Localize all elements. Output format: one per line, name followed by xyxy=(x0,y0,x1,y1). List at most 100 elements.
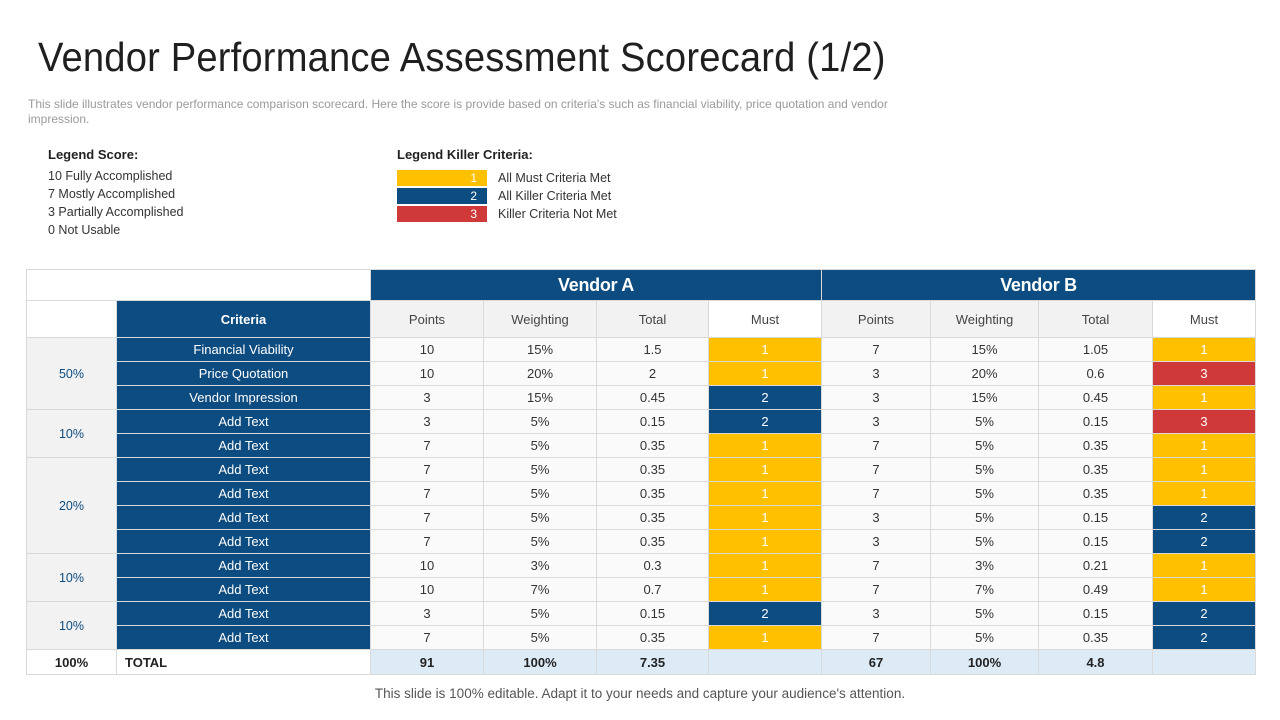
vendor-b-weighting: 5% xyxy=(930,457,1039,482)
table-row: Add Text 7 5% 0.35 1 3 5% 0.15 2 xyxy=(27,529,1256,554)
vendor-b-weighting: 5% xyxy=(930,601,1039,626)
criteria-cell: Add Text xyxy=(116,409,371,434)
vendor-b-must: 1 xyxy=(1152,385,1256,410)
vendor-a-must: 2 xyxy=(708,385,822,410)
vendor-b-weighting: 15% xyxy=(930,337,1039,362)
vendor-b-total: 0.35 xyxy=(1038,457,1153,482)
legend-score-item: 7 Mostly Accomplished xyxy=(48,187,176,201)
total-row: 100% TOTAL 91 100% 7.35 67 100% 4.8 xyxy=(26,649,1256,675)
legend-swatch-not-met: 3 xyxy=(397,206,487,222)
vendor-b-points: 3 xyxy=(821,529,931,554)
criteria-cell: Vendor Impression xyxy=(116,385,371,410)
legend-killer-label: All Must Criteria Met xyxy=(498,171,611,185)
criteria-cell: Add Text xyxy=(116,577,371,602)
legend-killer-row: 2 All Killer Criteria Met xyxy=(397,187,617,205)
vendor-b-total: 0.35 xyxy=(1038,481,1153,506)
vendor-a-weighting: 5% xyxy=(483,457,597,482)
table-row: Add Text 7 5% 0.35 1 3 5% 0.15 2 xyxy=(27,505,1256,530)
table-row: Add Text 7 5% 0.35 1 7 5% 0.35 1 xyxy=(27,481,1256,506)
table-row: 10% Add Text 3 5% 0.15 2 3 5% 0.15 3 xyxy=(26,409,1256,458)
vendor-a-must: 1 xyxy=(708,457,822,482)
vendor-a-points: 7 xyxy=(370,625,484,650)
vendor-b-weighting: 5% xyxy=(930,481,1039,506)
vendor-b-weighting: 20% xyxy=(930,361,1039,386)
vendor-a-points: 3 xyxy=(370,601,484,626)
scorecard-table: Vendor A Vendor B Criteria Points Weight… xyxy=(26,269,1256,675)
page-title: Vendor Performance Assessment Scorecard … xyxy=(38,34,886,80)
vendor-a-points: 3 xyxy=(370,409,484,434)
vendor-a-total-score: 7.35 xyxy=(596,649,709,675)
col-header-weighting: Weighting xyxy=(930,300,1039,338)
vendor-b-points: 7 xyxy=(821,553,931,578)
weight-group-cell: 50% xyxy=(26,337,117,410)
table-row: Add Text 7 5% 0.35 1 7 5% 0.35 2 xyxy=(27,625,1256,650)
vendor-b-total: 0.45 xyxy=(1038,385,1153,410)
vendor-b-total: 0.21 xyxy=(1038,553,1153,578)
criteria-cell: Add Text xyxy=(116,529,371,554)
vendor-a-weighting: 5% xyxy=(483,601,597,626)
vendor-b-total: 0.35 xyxy=(1038,433,1153,458)
vendor-b-total: 1.05 xyxy=(1038,337,1153,362)
vendor-a-must: 1 xyxy=(708,553,822,578)
vendor-b-must: 1 xyxy=(1152,481,1256,506)
vendor-a-must: 1 xyxy=(708,577,822,602)
legend-killer-label: Killer Criteria Not Met xyxy=(498,207,617,221)
blank-header xyxy=(26,300,117,338)
vendor-a-points: 7 xyxy=(370,457,484,482)
table-row: 10% Add Text 3 5% 0.15 2 3 5% 0.15 2 xyxy=(26,601,1256,650)
page-subtitle: This slide illustrates vendor performanc… xyxy=(28,97,888,126)
vendor-a-points: 7 xyxy=(370,529,484,554)
vendor-a-total: 0.35 xyxy=(596,481,709,506)
vendor-a-points: 7 xyxy=(370,505,484,530)
vendor-b-points: 7 xyxy=(821,457,931,482)
vendor-b-points: 7 xyxy=(821,481,931,506)
vendor-a-weighting: 15% xyxy=(483,385,597,410)
vendor-a-must: 1 xyxy=(708,481,822,506)
vendor-b-points: 3 xyxy=(821,505,931,530)
vendor-a-weighting: 5% xyxy=(483,481,597,506)
legend-killer-heading: Legend Killer Criteria: xyxy=(397,147,533,162)
scorecard-body: 50% Financial Viability 10 15% 1.5 1 7 15% 1.05 1… xyxy=(26,337,1256,675)
legend-killer-row: 1 All Must Criteria Met xyxy=(397,169,617,187)
vendor-a-must: 1 xyxy=(708,625,822,650)
vendor-b-points: 3 xyxy=(821,601,931,626)
vendor-b-total: 0.6 xyxy=(1038,361,1153,386)
vendor-a-must: 2 xyxy=(708,601,822,626)
vendor-b-total-must xyxy=(1152,649,1256,675)
vendor-b-points: 7 xyxy=(821,433,931,458)
table-row: 20% Add Text 7 5% 0.35 1 7 5% 0.35 1 xyxy=(26,457,1256,554)
vendor-b-points: 7 xyxy=(821,337,931,362)
vendor-b-must: 1 xyxy=(1152,457,1256,482)
vendor-a-total: 0.7 xyxy=(596,577,709,602)
vendor-a-must: 1 xyxy=(708,505,822,530)
col-header-must: Must xyxy=(1152,300,1256,338)
vendor-a-total-weighting: 100% xyxy=(483,649,597,675)
vendor-a-weighting: 5% xyxy=(483,505,597,530)
vendor-a-weighting: 5% xyxy=(483,409,597,434)
vendor-a-total: 1.5 xyxy=(596,337,709,362)
table-row: Add Text 10 7% 0.7 1 7 7% 0.49 1 xyxy=(27,577,1256,602)
vendor-b-total: 0.15 xyxy=(1038,505,1153,530)
criteria-cell: Add Text xyxy=(116,433,371,458)
table-row: Vendor Impression 3 15% 0.45 2 3 15% 0.45 1 xyxy=(27,385,1256,410)
vendor-b-must: 2 xyxy=(1152,505,1256,530)
vendor-a-total: 0.3 xyxy=(596,553,709,578)
vendor-b-weighting: 5% xyxy=(930,433,1039,458)
vendor-a-points: 10 xyxy=(370,577,484,602)
weight-group-cell: 10% xyxy=(26,409,117,458)
col-header-points: Points xyxy=(370,300,484,338)
vendor-b-total: 0.49 xyxy=(1038,577,1153,602)
criteria-cell: Add Text xyxy=(116,601,371,626)
vendor-a-weighting: 5% xyxy=(483,625,597,650)
legend-killer-row: 3 Killer Criteria Not Met xyxy=(397,205,617,223)
total-label: TOTAL xyxy=(116,649,371,675)
vendor-b-points: 7 xyxy=(821,577,931,602)
vendor-a-total: 0.35 xyxy=(596,505,709,530)
legend-killer-criteria: Legend Killer Criteria: 1 All Must Crite… xyxy=(397,147,617,223)
footer-note: This slide is 100% editable. Adapt it to… xyxy=(374,686,906,701)
vendor-a-points: 7 xyxy=(370,481,484,506)
vendor-b-weighting: 7% xyxy=(930,577,1039,602)
vendor-a-points: 10 xyxy=(370,361,484,386)
vendor-b-must: 2 xyxy=(1152,529,1256,554)
col-header-weighting: Weighting xyxy=(483,300,597,338)
